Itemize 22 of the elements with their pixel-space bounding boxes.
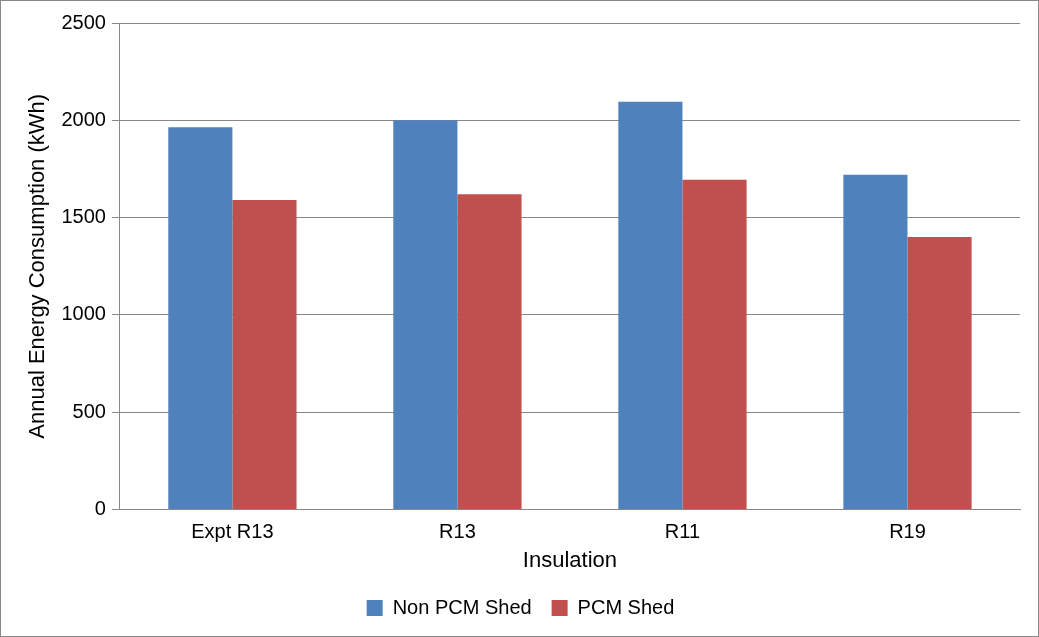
x-tick-label: Expt R13 xyxy=(191,520,274,543)
bar xyxy=(168,127,233,510)
bar xyxy=(843,174,908,510)
x-tick-label: R13 xyxy=(439,520,476,543)
y-tick-label: 1500 xyxy=(61,205,106,228)
y-tick-label: 2000 xyxy=(61,107,106,130)
bar xyxy=(232,200,297,510)
bar xyxy=(393,120,458,510)
y-tick-label: 1000 xyxy=(61,302,106,325)
bar xyxy=(618,101,683,510)
bar xyxy=(682,179,747,510)
x-tick-label: R19 xyxy=(889,520,926,543)
y-tick-label: 0 xyxy=(94,497,106,520)
bar xyxy=(907,237,972,510)
y-tick-label: 500 xyxy=(72,399,106,422)
legend-label: PCM Shed xyxy=(577,595,675,618)
bar xyxy=(457,194,522,510)
x-tick-label: R11 xyxy=(664,520,701,543)
legend-label: Non PCM Shed xyxy=(392,595,532,618)
y-tick-label: 2500 xyxy=(61,10,106,33)
y-axis-title: Annual Energy Consumption (kWh) xyxy=(24,93,50,439)
x-axis-title: Insulation xyxy=(522,546,618,572)
